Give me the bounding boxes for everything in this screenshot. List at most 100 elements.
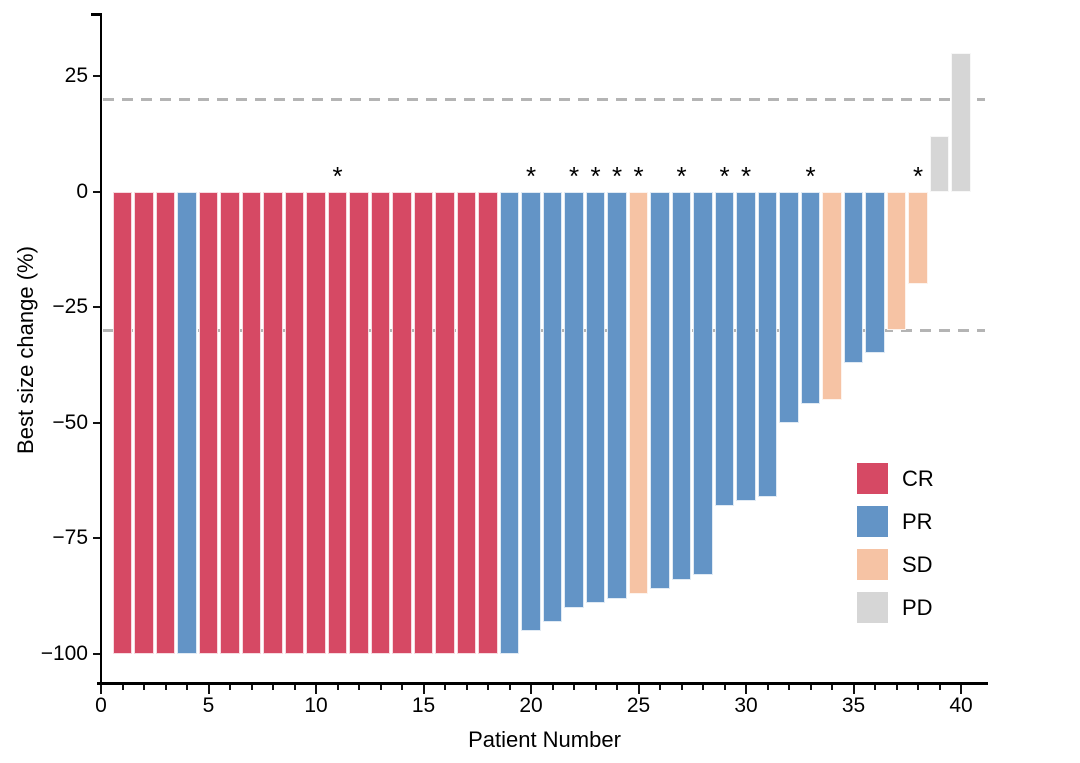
asterisk-patient-20: * (525, 161, 537, 191)
bar-patient-17-CR (456, 191, 477, 654)
bar-patient-22-PR (564, 191, 584, 608)
x-major-tick-0 (100, 684, 102, 694)
x-minor-tick-32 (788, 684, 790, 691)
bar-patient-27-PR (671, 191, 692, 580)
x-major-tick-10 (315, 684, 317, 694)
bar-patient-20-PR (521, 191, 541, 631)
x-minor-tick-2 (143, 684, 145, 691)
bar-patient-11-CR (327, 191, 348, 654)
x-minor-tick-18 (487, 684, 489, 691)
y-tick-label-0: 0 (76, 179, 88, 203)
y-axis-title: Best size change (%) (13, 246, 38, 454)
bar-patient-14-CR (392, 191, 412, 654)
x-minor-tick-12 (358, 684, 360, 691)
x-tick-label-5: 5 (202, 694, 215, 717)
y-tick--50 (92, 421, 100, 424)
x-minor-tick-4 (186, 684, 188, 691)
x-minor-tick-29 (723, 684, 726, 691)
y-tick-label--100: −100 (40, 642, 88, 665)
asterisk-patient-38: * (912, 161, 924, 191)
x-minor-tick-16 (444, 684, 446, 691)
asterisk-patient-30: * (740, 161, 752, 191)
x-minor-tick-1 (121, 684, 124, 691)
y-tick--100 (92, 653, 100, 655)
x-minor-tick-31 (766, 684, 769, 691)
bar-patient-5-CR (198, 191, 219, 654)
x-tick-label-40: 40 (949, 694, 973, 717)
legend-label-PD: PD (902, 595, 933, 620)
x-minor-tick-3 (164, 684, 167, 691)
x-tick-label-15: 15 (411, 694, 436, 717)
x-tick-label-30: 30 (734, 694, 758, 717)
asterisk-patient-11: * (332, 161, 343, 191)
legend-label-SD: SD (902, 552, 933, 577)
y-tick--25 (92, 306, 100, 309)
bar-patient-3-CR (155, 191, 176, 654)
x-minor-tick-39 (938, 684, 941, 691)
bar-patient-13-CR (370, 191, 391, 654)
asterisk-patient-27: * (676, 161, 687, 191)
y-axis-top-cap-tick (91, 13, 101, 16)
x-minor-tick-13 (379, 684, 382, 691)
x-minor-tick-17 (465, 684, 468, 691)
legend-swatch-CR (857, 463, 888, 494)
legend-swatch-SD (857, 549, 888, 580)
legend-label-CR: CR (902, 466, 934, 491)
bar-patient-18-CR (478, 191, 498, 654)
x-minor-tick-21 (551, 684, 554, 691)
bar-patient-36-PR (865, 191, 885, 354)
bar-patient-2-CR (134, 191, 154, 654)
y-tick-0 (92, 190, 100, 193)
bar-patient-30-PR (736, 191, 756, 502)
legend-swatch-PD (857, 592, 888, 623)
bar-patient-35-PR (843, 191, 864, 363)
bar-patient-32-PR (779, 191, 799, 423)
bar-patient-26-PR (650, 191, 670, 590)
x-major-tick-20 (530, 684, 532, 694)
y-tick-label--25: −25 (52, 295, 88, 319)
x-major-tick-15 (422, 684, 425, 694)
bar-patient-38-SD (908, 191, 928, 284)
x-tick-label-10: 10 (304, 694, 328, 717)
bar-patient-34-SD (822, 191, 842, 400)
bar-patient-6-CR (220, 191, 240, 654)
x-minor-tick-7 (250, 684, 253, 691)
y-tick--75 (92, 537, 100, 540)
x-axis-spine (97, 682, 988, 685)
x-major-tick-25 (637, 684, 640, 694)
x-minor-tick-27 (680, 684, 683, 691)
bar-patient-8-CR (263, 191, 283, 654)
y-tick-label-25: 25 (64, 63, 88, 87)
x-tick-label-25: 25 (626, 694, 651, 717)
x-axis-title: Patient Number (468, 727, 621, 752)
bar-patient-31-PR (757, 191, 778, 497)
bar-patient-21-PR (542, 191, 563, 622)
asterisk-patient-23: * (590, 161, 601, 191)
bar-patient-10-CR (306, 191, 326, 654)
x-minor-tick-37 (895, 684, 898, 691)
bar-patient-33-PR (800, 191, 821, 405)
dashed-reference-line-20 (103, 97, 985, 101)
x-minor-tick-11 (336, 684, 339, 691)
x-minor-tick-28 (702, 684, 704, 691)
x-major-tick-40 (960, 684, 962, 694)
legend-swatch-PR (857, 506, 888, 537)
bar-patient-23-PR (585, 191, 606, 604)
asterisk-patient-24: * (611, 161, 623, 191)
y-axis-spine (99, 13, 103, 685)
bar-patient-16-CR (435, 191, 455, 654)
bar-patient-19-PR (499, 191, 520, 654)
bar-patient-9-CR (284, 191, 305, 654)
bar-patient-40-PD (951, 52, 971, 192)
x-major-tick-5 (207, 684, 210, 694)
bar-patient-25-SD (628, 191, 649, 594)
y-tick-label--75: −75 (52, 526, 88, 550)
asterisk-patient-29: * (719, 161, 730, 191)
y-tick-label--50: −50 (52, 410, 88, 434)
asterisk-patient-22: * (568, 161, 580, 191)
x-minor-tick-33 (809, 684, 812, 691)
bar-patient-15-CR (413, 191, 434, 654)
x-minor-tick-8 (272, 684, 274, 691)
bar-patient-29-PR (714, 191, 735, 506)
